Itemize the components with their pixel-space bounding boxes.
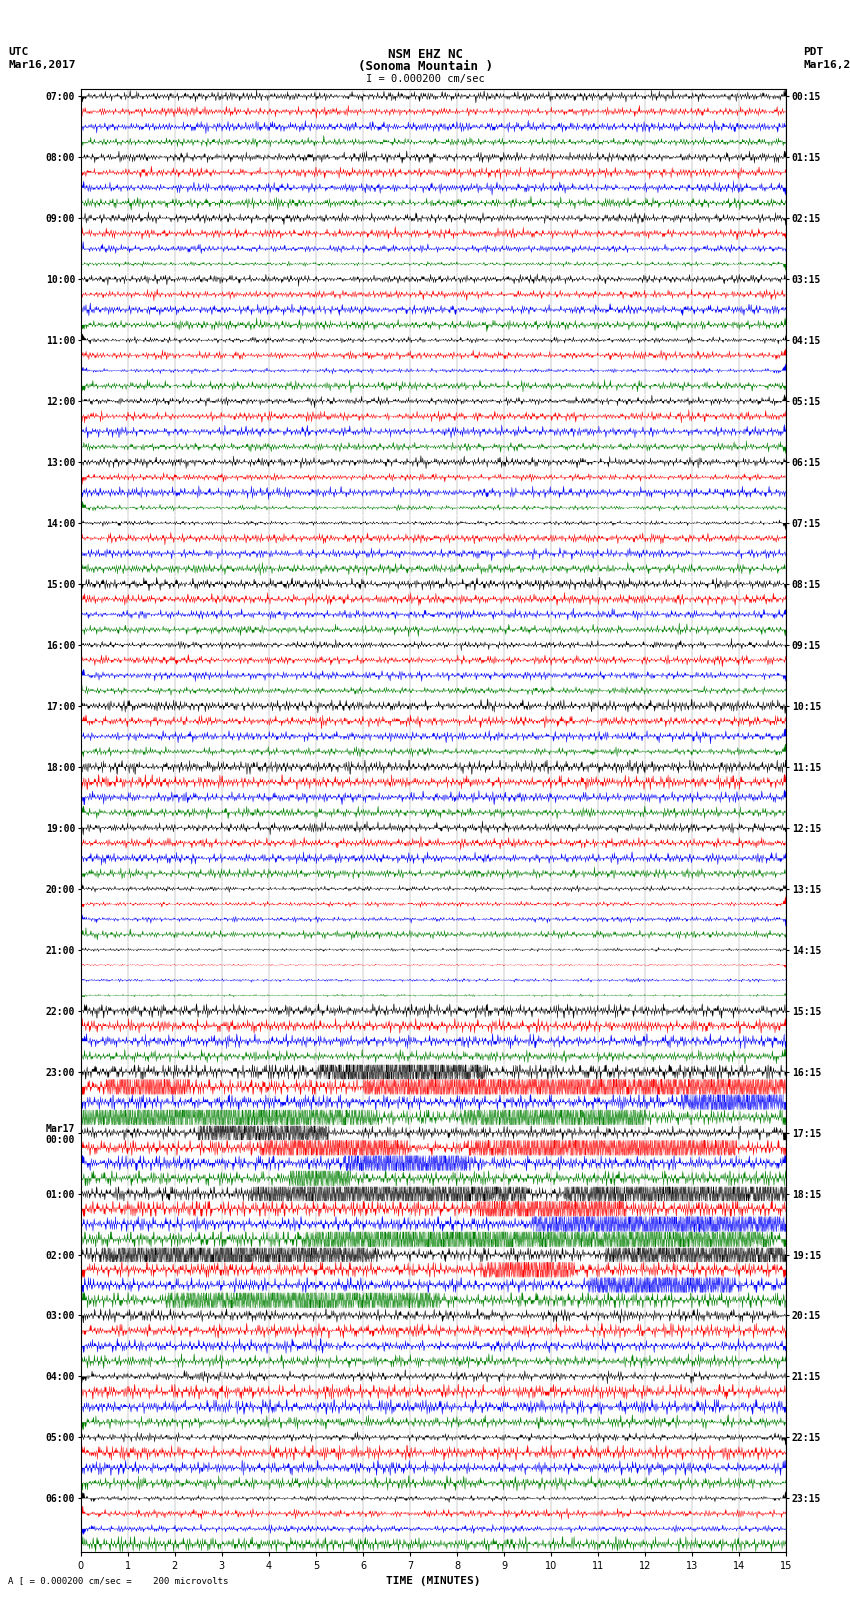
Text: I = 0.000200 cm/sec: I = 0.000200 cm/sec xyxy=(366,74,484,84)
Text: A [ = 0.000200 cm/sec =    200 microvolts: A [ = 0.000200 cm/sec = 200 microvolts xyxy=(8,1576,229,1586)
Text: PDT: PDT xyxy=(803,47,824,56)
Text: NSM EHZ NC: NSM EHZ NC xyxy=(388,47,462,61)
Text: UTC: UTC xyxy=(8,47,29,56)
Text: Mar16,2017: Mar16,2017 xyxy=(803,60,850,69)
Text: Mar16,2017: Mar16,2017 xyxy=(8,60,76,69)
X-axis label: TIME (MINUTES): TIME (MINUTES) xyxy=(386,1576,481,1586)
Text: (Sonoma Mountain ): (Sonoma Mountain ) xyxy=(358,60,492,74)
